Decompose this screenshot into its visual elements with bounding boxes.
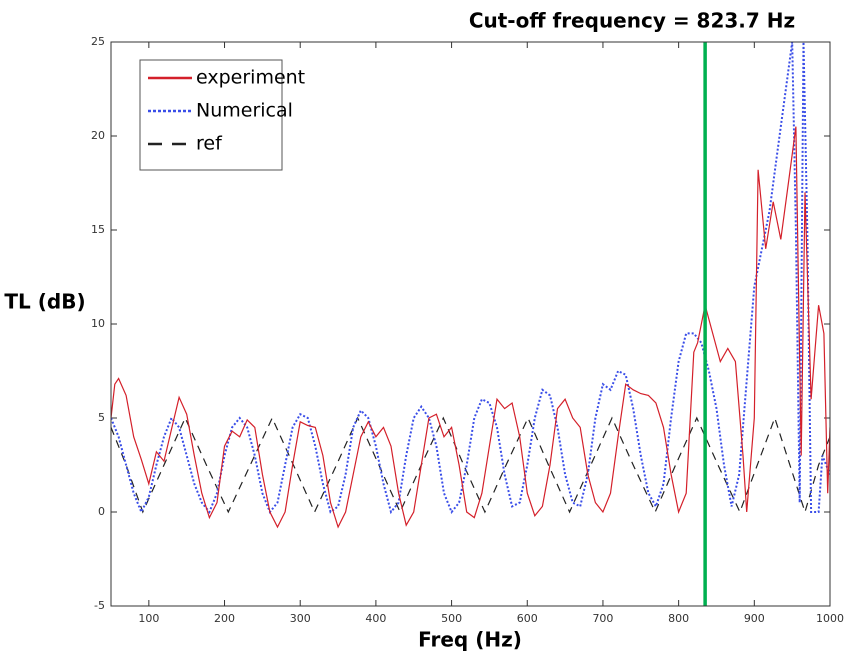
y-tick-label: -5: [94, 599, 105, 612]
x-tick-label: 400: [365, 612, 386, 625]
series-line: [111, 416, 830, 515]
legend-label: Numerical: [196, 100, 293, 122]
y-axis-label: TL (dB): [4, 290, 85, 314]
y-tick-label: 15: [91, 223, 105, 236]
series-line: [111, 126, 830, 529]
x-axis-label: Freq (Hz): [418, 628, 522, 652]
y-tick-label: 25: [91, 35, 105, 48]
legend-label: experiment: [196, 67, 305, 89]
x-tick-label: 700: [592, 612, 613, 625]
y-tick-label: 20: [91, 129, 105, 142]
x-tick-label: 800: [668, 612, 689, 625]
x-tick-label: 1000: [816, 612, 844, 625]
legend-label: ref: [196, 133, 223, 155]
plot-frame: [110, 41, 831, 607]
chart-title: Cut-off frequency = 823.7 Hz: [469, 9, 795, 33]
x-tick-label: 300: [290, 612, 311, 625]
y-tick-label: 10: [91, 317, 105, 330]
x-tick-label: 500: [441, 612, 462, 625]
series-line: [111, 42, 830, 515]
x-tick-label: 100: [138, 612, 159, 625]
x-tick-label: 900: [744, 612, 765, 625]
y-tick-label: 0: [98, 505, 105, 518]
x-tick-label: 200: [214, 612, 235, 625]
x-tick-label: 600: [517, 612, 538, 625]
y-tick-label: 5: [98, 411, 105, 424]
